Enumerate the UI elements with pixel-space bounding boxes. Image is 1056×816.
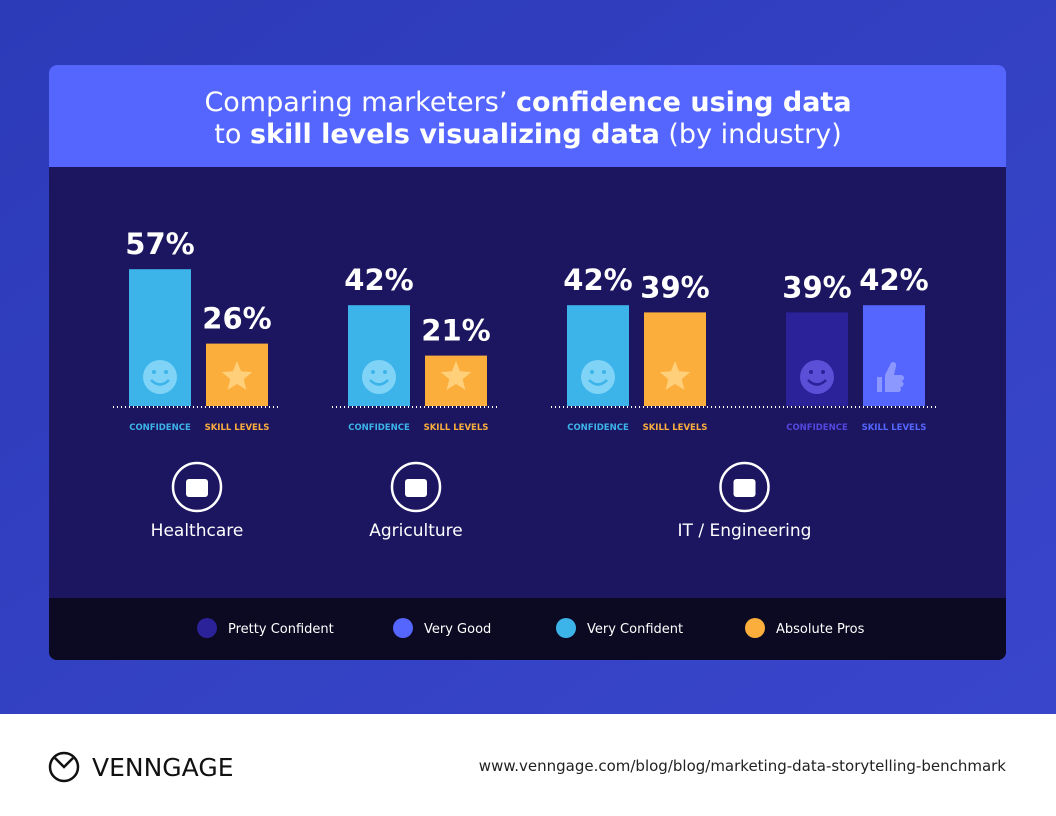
bar-icon	[221, 361, 253, 390]
bar-label: CONFIDENCE	[567, 423, 629, 433]
bar-icon	[362, 360, 396, 394]
brand: VENNGAGE	[92, 753, 234, 782]
legend-label: Absolute Pros	[776, 622, 865, 637]
bar-label: CONFIDENCE	[129, 423, 191, 433]
legend-swatch	[745, 618, 765, 638]
card	[49, 65, 1006, 660]
value-label: 39%	[782, 270, 851, 304]
legend-label: Very Good	[424, 622, 491, 637]
footer-background	[0, 714, 1056, 816]
source-url: www.venngage.com/blog/blog/marketing-dat…	[479, 757, 1007, 775]
bar-icon-eye	[821, 370, 825, 374]
bar-icon-face	[588, 379, 608, 386]
title-segment: to	[214, 119, 250, 150]
legend-swatch	[556, 618, 576, 638]
bar-icon-eye	[809, 370, 813, 374]
legend-swatch	[197, 618, 217, 638]
group-icon-glyph	[186, 479, 208, 497]
group-name: Healthcare	[151, 521, 244, 541]
bar-label: SKILL LEVELS	[862, 423, 927, 433]
bar-icon-eye	[590, 370, 594, 374]
bar-label: CONFIDENCE	[348, 423, 410, 433]
legend-label: Very Confident	[587, 622, 683, 637]
bar-label: CONFIDENCE	[786, 423, 848, 433]
logo	[48, 751, 80, 783]
bar	[644, 312, 706, 406]
value-label: 42%	[859, 263, 928, 297]
bar-icon-face	[807, 379, 827, 386]
bar-icon	[877, 362, 904, 392]
legend-label: Pretty Confident	[228, 622, 334, 637]
group-name: Agriculture	[369, 521, 463, 541]
value-label: 42%	[344, 263, 413, 297]
bar-icon	[581, 360, 615, 394]
value-label: 42%	[563, 263, 632, 297]
title-segment: skill levels visualizing data	[250, 119, 660, 150]
legend-swatch	[393, 618, 413, 638]
chart-title: Comparing marketers’ confidence using da…	[204, 87, 851, 118]
bar-label: SKILL LEVELS	[205, 423, 270, 433]
bar-icon-face	[150, 379, 170, 386]
title-segment: confidence using data	[516, 87, 852, 118]
bar-icon	[143, 360, 177, 394]
value-label: 57%	[125, 227, 194, 261]
bar-icon	[659, 361, 691, 390]
header	[49, 65, 1006, 167]
group-name: IT / Engineering	[678, 521, 812, 541]
chart-title: to skill levels visualizing data (by ind…	[214, 119, 842, 150]
bar-icon-eye	[371, 370, 375, 374]
value-label: 39%	[640, 270, 709, 304]
bar-icon-face	[369, 379, 389, 386]
group-icon-glyph	[405, 479, 427, 497]
legend-bar	[49, 598, 1006, 660]
value-label: 21%	[421, 314, 490, 348]
group-icon	[171, 461, 223, 513]
bar-icon-eye	[164, 370, 168, 374]
group-icon	[719, 461, 770, 513]
group-icon	[390, 461, 442, 513]
bar-label: SKILL LEVELS	[424, 423, 489, 433]
bar-icon-eye	[602, 370, 606, 374]
bar-label: SKILL LEVELS	[643, 423, 708, 433]
group-icon-glyph	[733, 479, 756, 497]
value-label: 26%	[202, 302, 271, 336]
title-segment: Comparing marketers’	[204, 87, 516, 118]
bar-icon-eye	[383, 370, 387, 374]
title-segment: (by industry)	[660, 119, 842, 150]
bar-icon	[800, 360, 834, 394]
bar-icon	[440, 361, 472, 390]
bar-icon-eye	[152, 370, 156, 374]
